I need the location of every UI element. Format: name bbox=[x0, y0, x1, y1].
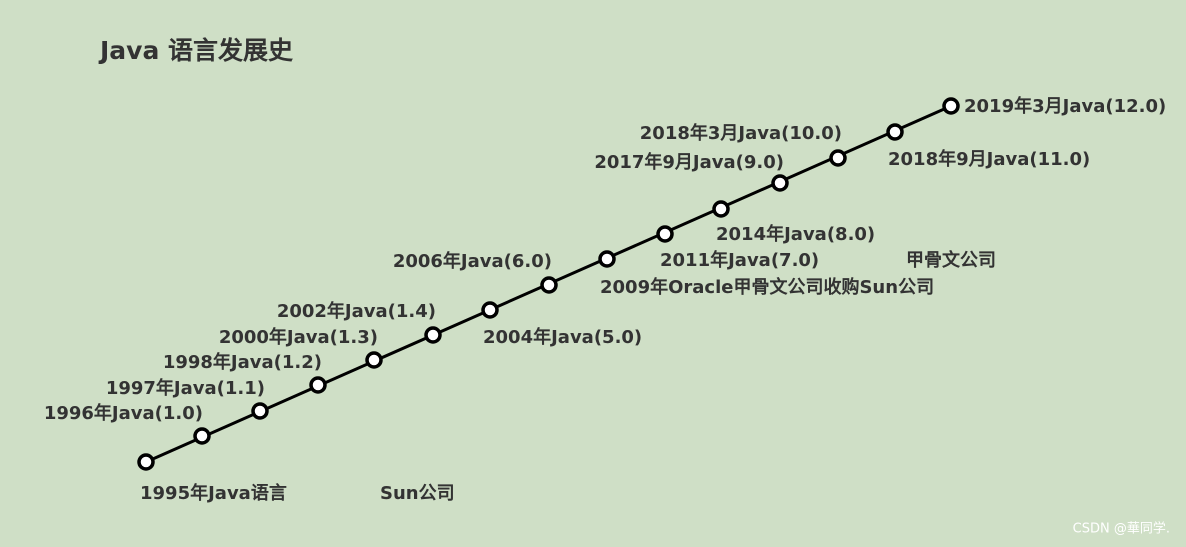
timeline-node bbox=[481, 301, 499, 319]
timeline-node bbox=[712, 200, 730, 218]
timeline-node bbox=[137, 453, 155, 471]
node-label: 2002年Java(1.4) bbox=[277, 300, 436, 322]
timeline-node bbox=[598, 250, 616, 268]
node-label: 2019年3月Java(12.0) bbox=[964, 95, 1166, 117]
node-label: 2009年Oracle甲骨文公司收购Sun公司 bbox=[600, 276, 934, 298]
node-label: 1995年Java语言 bbox=[140, 482, 287, 504]
node-label: 2000年Java(1.3) bbox=[219, 326, 378, 348]
timeline-node bbox=[771, 174, 789, 192]
node-label: 1998年Java(1.2) bbox=[163, 351, 322, 373]
timeline-node bbox=[656, 225, 674, 243]
timeline-node bbox=[829, 149, 847, 167]
timeline-node bbox=[886, 123, 904, 141]
note: Sun公司 bbox=[380, 483, 455, 504]
timeline-node bbox=[251, 402, 269, 420]
node-label: 2018年9月Java(11.0) bbox=[888, 148, 1090, 170]
node-label: 2006年Java(6.0) bbox=[393, 250, 552, 272]
timeline-node bbox=[942, 97, 960, 115]
node-label: 1996年Java(1.0) bbox=[44, 402, 203, 424]
note: 甲骨文公司 bbox=[906, 249, 996, 271]
timeline-node bbox=[424, 326, 442, 344]
timeline-node bbox=[365, 351, 383, 369]
timeline-node bbox=[193, 427, 211, 445]
node-label: 2017年9月Java(9.0) bbox=[594, 151, 784, 173]
title: Java 语言发展史 bbox=[98, 36, 294, 65]
node-label: 2011年Java(7.0) bbox=[660, 249, 819, 271]
node-label: 2004年Java(5.0) bbox=[483, 326, 642, 348]
watermark: CSDN @華同学. bbox=[1073, 521, 1170, 537]
timeline-node bbox=[540, 276, 558, 294]
node-label: 2014年Java(8.0) bbox=[716, 223, 875, 245]
node-label: 2018年3月Java(10.0) bbox=[640, 122, 842, 144]
node-label: 1997年Java(1.1) bbox=[106, 377, 265, 399]
timeline-node bbox=[309, 376, 327, 394]
